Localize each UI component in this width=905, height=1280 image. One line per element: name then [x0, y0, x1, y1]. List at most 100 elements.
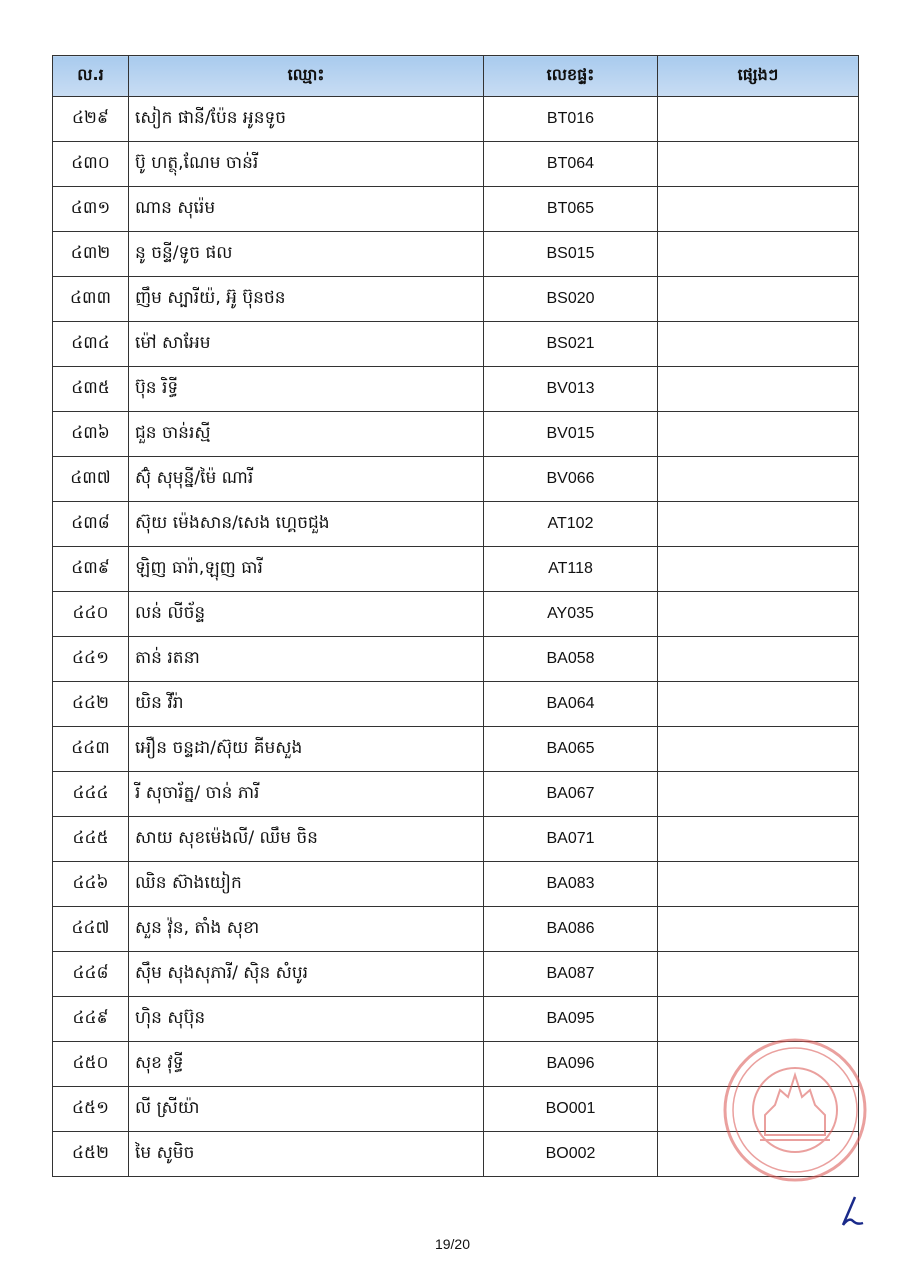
other-note [657, 366, 859, 412]
row-number: ៤៣៦ [52, 411, 129, 457]
resident-name: ជួន ចាន់រស្មី [128, 411, 484, 457]
table-row: ៤៣៩ ឡិញ ធារ៉ា,ឡុញ ធារី AT118 [52, 546, 859, 592]
table-row: ៤៤៣ អឿន ចន្ទដា/ស៊ុយ គីមសួង BA065 [52, 726, 859, 772]
table-row: ៤៣៨ ស៊ុយ ម៉េងសាន/សេង ហ្គេចជួង AT102 [52, 501, 859, 547]
house-number: BS021 [483, 321, 658, 367]
row-number: ៤៣១ [52, 186, 129, 232]
resident-name: អឿន ចន្ទដា/ស៊ុយ គីមសួង [128, 726, 484, 772]
table-header-row: ល.រ ឈ្មោះ លេខផ្ទះ ផ្សេងៗ [52, 55, 859, 97]
residents-table: ល.រ ឈ្មោះ លេខផ្ទះ ផ្សេងៗ ៤២៩ សៀក ផានី/ប៉ែ… [52, 55, 859, 1177]
row-number: ៤៣០ [52, 141, 129, 187]
table-row: ៤៣៤ ម៉ៅ សាអែម BS021 [52, 321, 859, 367]
table-row: ៤៣៧ ស៊ុំ សុមុន្នី/ម៉ៃ ណារី BV066 [52, 456, 859, 502]
table-row: ៤៤៥ សាយ សុខម៉េងលី/ ឈឹម ចិន BA071 [52, 816, 859, 862]
resident-name: ប៊ុន រិទ្ធី [128, 366, 484, 412]
page-number: 19/20 [434, 1236, 471, 1252]
resident-name: សួន វ៉ុន, តាំង សុខា [128, 906, 484, 952]
resident-name: ប៊ូ ហត្ថុ,ណែម ចាន់រី [128, 141, 484, 187]
house-number: BV015 [483, 411, 658, 457]
row-number: ៤៥១ [52, 1086, 129, 1132]
other-note [657, 726, 859, 772]
resident-name: ស៊ុយ ម៉េងសាន/សេង ហ្គេចជួង [128, 501, 484, 547]
row-number: ៤៣៨ [52, 501, 129, 547]
other-note [657, 411, 859, 457]
resident-name: សាយ សុខម៉េងលី/ ឈឹម ចិន [128, 816, 484, 862]
table-row: ៤៤៤ រី សុចារ័ត្ន/ ចាន់ ភារី BA067 [52, 771, 859, 817]
row-number: ៤៤៥ [52, 816, 129, 862]
house-number: BA058 [483, 636, 658, 682]
house-number: BS015 [483, 231, 658, 277]
house-number: BA095 [483, 996, 658, 1042]
row-number: ៤៣៩ [52, 546, 129, 592]
table-row: ៤៣០ ប៊ូ ហត្ថុ,ណែម ចាន់រី BT064 [52, 141, 859, 187]
header-house-number: លេខផ្ទះ [483, 55, 658, 97]
other-note [657, 141, 859, 187]
resident-name: ឡិញ ធារ៉ា,ឡុញ ធារី [128, 546, 484, 592]
resident-name: ម៉ៅ សាអែម [128, 321, 484, 367]
table-row: ៤៣១ ណាន សុរ៉េម BT065 [52, 186, 859, 232]
row-number: ៤៥០ [52, 1041, 129, 1087]
row-number: ៤៤៤ [52, 771, 129, 817]
house-number: AT118 [483, 546, 658, 592]
house-number: BT016 [483, 96, 658, 142]
table-row: ៤៤៩ ហ៊ិន សុប៊ុន BA095 [52, 996, 859, 1042]
resident-name: មៃ សូមិច [128, 1131, 484, 1177]
other-note [657, 996, 859, 1042]
house-number: BT065 [483, 186, 658, 232]
table-row: ៤៥១ លី ស្រីយ៉ា BO001 [52, 1086, 859, 1132]
table-row: ៤៤៨ ស៊ឹម សុងសុភារី/ ស៊ិន សំបូរ BA087 [52, 951, 859, 997]
resident-name: ហ៊ិន សុប៊ុន [128, 996, 484, 1042]
house-number: BO002 [483, 1131, 658, 1177]
row-number: ៤៤២ [52, 681, 129, 727]
other-note [657, 96, 859, 142]
table-row: ៤៤៧ សួន វ៉ុន, តាំង សុខា BA086 [52, 906, 859, 952]
table-row: ៤២៩ សៀក ផានី/ប៉ែន អូនទូច BT016 [52, 96, 859, 142]
other-note [657, 951, 859, 997]
resident-name: ស៊ឹម សុងសុភារី/ ស៊ិន សំបូរ [128, 951, 484, 997]
house-number: BS020 [483, 276, 658, 322]
table-row: ៤៣៣ ញឹម ស្បារីយ៉, អ៊ូ ប៊ុនថន BS020 [52, 276, 859, 322]
row-number: ៤៤៧ [52, 906, 129, 952]
table-row: ៤៤៦ ឈិន ស៊ាងយៀក BA083 [52, 861, 859, 907]
resident-name: រី សុចារ័ត្ន/ ចាន់ ភារី [128, 771, 484, 817]
house-number: BT064 [483, 141, 658, 187]
house-number: BA067 [483, 771, 658, 817]
other-note [657, 771, 859, 817]
house-number: BA083 [483, 861, 658, 907]
row-number: ៤៤១ [52, 636, 129, 682]
resident-name: សៀក ផានី/ប៉ែន អូនទូច [128, 96, 484, 142]
table-row: ៤៤២ យិន វីរ៉ា BA064 [52, 681, 859, 727]
row-number: ៤៤៦ [52, 861, 129, 907]
resident-name: យិន វីរ៉ា [128, 681, 484, 727]
house-number: BA086 [483, 906, 658, 952]
resident-name: សុខ វុទ្ធី [128, 1041, 484, 1087]
resident-name: នូ ចន្ទី/ទូច ផល [128, 231, 484, 277]
house-number: BA064 [483, 681, 658, 727]
resident-name: ស៊ុំ សុមុន្នី/ម៉ៃ ណារី [128, 456, 484, 502]
house-number: AT102 [483, 501, 658, 547]
row-number: ៤៥២ [52, 1131, 129, 1177]
header-name: ឈ្មោះ [128, 55, 484, 97]
house-number: BA096 [483, 1041, 658, 1087]
row-number: ៤៤៣ [52, 726, 129, 772]
other-note [657, 681, 859, 727]
house-number: AY035 [483, 591, 658, 637]
house-number: BA071 [483, 816, 658, 862]
other-note [657, 546, 859, 592]
other-note [657, 321, 859, 367]
resident-name: តាន់ រតនា [128, 636, 484, 682]
row-number: ៤៣៣ [52, 276, 129, 322]
table-row: ៤៣៥ ប៊ុន រិទ្ធី BV013 [52, 366, 859, 412]
resident-name: ណាន សុរ៉េម [128, 186, 484, 232]
resident-name: ញឹម ស្បារីយ៉, អ៊ូ ប៊ុនថន [128, 276, 484, 322]
other-note [657, 501, 859, 547]
row-number: ៤៤៨ [52, 951, 129, 997]
resident-name: ឈិន ស៊ាងយៀក [128, 861, 484, 907]
table-row: ៤៤០ លន់ លីច័ន្ទ AY035 [52, 591, 859, 637]
row-number: ៤២៩ [52, 96, 129, 142]
table-row: ៤៥០ សុខ វុទ្ធី BA096 [52, 1041, 859, 1087]
header-other: ផ្សេងៗ [657, 55, 859, 97]
row-number: ៤៣៧ [52, 456, 129, 502]
table-row: ៤៤១ តាន់ រតនា BA058 [52, 636, 859, 682]
other-note [657, 636, 859, 682]
